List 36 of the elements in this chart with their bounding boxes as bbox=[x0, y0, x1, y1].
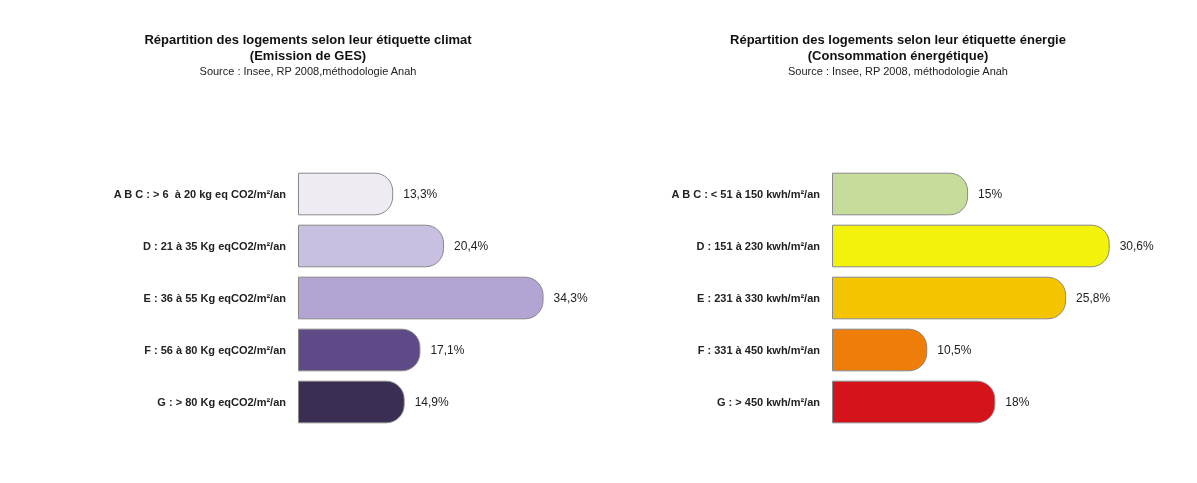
bar bbox=[298, 380, 405, 424]
bar bbox=[832, 224, 1110, 268]
bar bbox=[298, 328, 421, 372]
bar bbox=[298, 276, 544, 320]
y-tick-label: G : > 80 Kg eqCO2/m²/an bbox=[157, 396, 287, 408]
bar bbox=[298, 224, 445, 268]
data-label: 20,4% bbox=[454, 239, 489, 253]
chart-title: Répartition des logements selon leur étiquette énergie bbox=[730, 31, 1066, 47]
data-label: 10,5% bbox=[937, 343, 972, 357]
data-label: 15% bbox=[978, 187, 1003, 201]
bar bbox=[832, 276, 1067, 320]
y-tick-label: E : 36 à 55 Kg eqCO2/m²/an bbox=[143, 292, 287, 304]
data-label: 25,8% bbox=[1076, 291, 1111, 305]
chart-title: Répartition des logements selon leur étiquette climat bbox=[144, 31, 473, 47]
data-label: 34,3% bbox=[553, 291, 588, 305]
y-tick-label: G : > 450 kwh/m²/an bbox=[716, 396, 821, 408]
data-label: 14,9% bbox=[414, 395, 450, 409]
bar bbox=[832, 328, 928, 372]
source-note: Source : Insee, RP 2008,méthodologie Anah bbox=[199, 64, 417, 77]
data-label: 17,1% bbox=[430, 343, 465, 357]
data-label: 30,6% bbox=[1119, 239, 1155, 253]
bar bbox=[832, 380, 996, 424]
chart-subtitle: (Consommation énergétique) bbox=[807, 47, 989, 63]
y-tick-label: D : 151 à 230 kwh/m²/an bbox=[696, 240, 821, 252]
bar bbox=[832, 172, 969, 216]
chart-subtitle: (Emission de GES) bbox=[249, 47, 367, 63]
bar bbox=[298, 172, 394, 216]
source-note: Source : Insee, RP 2008, méthodologie Anah bbox=[788, 64, 1008, 77]
y-tick-label: A B C : < 51 à 150 kwh/m²/an bbox=[671, 188, 821, 200]
y-tick-label: F : 56 à 80 Kg eqCO2/m²/an bbox=[144, 344, 287, 356]
data-label: 13,3% bbox=[403, 187, 438, 201]
data-label: 18% bbox=[1005, 395, 1030, 409]
y-tick-label: D : 21 à 35 Kg eqCO2/m²/an bbox=[142, 240, 287, 252]
y-tick-label: A B C : > 6 à 20 kg eq CO2/m²/an bbox=[113, 188, 287, 200]
y-tick-label: F : 331 à 450 kwh/m²/an bbox=[697, 344, 821, 356]
y-tick-label: E : 231 à 330 kwh/m²/an bbox=[697, 292, 821, 304]
